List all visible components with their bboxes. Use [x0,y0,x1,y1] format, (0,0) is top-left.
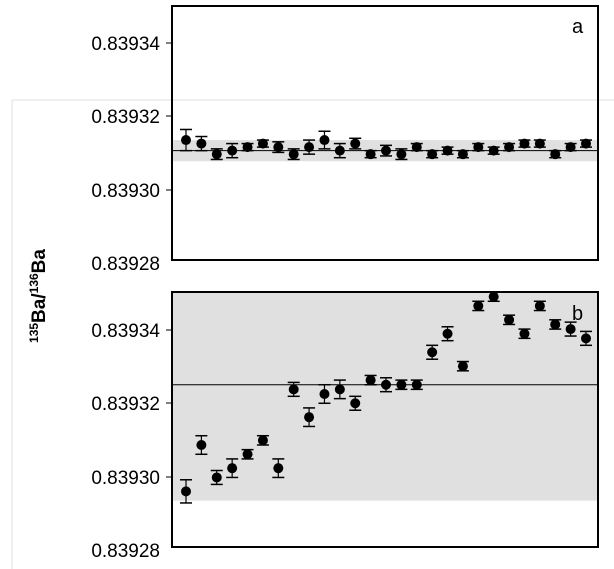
data-marker [504,142,514,152]
data-marker [366,375,376,385]
data-point [534,139,546,149]
data-marker [412,142,422,152]
data-marker [458,361,468,371]
data-marker [243,142,253,152]
data-marker [412,380,422,390]
data-point [442,146,454,156]
data-marker [181,135,191,145]
data-marker [304,142,314,152]
data-marker [273,463,283,473]
y-axis-label-sup2: 136 [27,273,41,293]
panel-b-ytick-label: 0.83928 [91,541,160,562]
data-marker [504,315,514,325]
data-marker [443,329,453,339]
panel-a-ytick-label: 0.83932 [91,107,160,128]
panel-a-ytick-label: 0.83934 [91,34,160,55]
panel-a: a 0.83934 0.83932 0.83930 0.83928 [91,6,598,275]
panel-b-ytick-label: 0.83932 [91,394,160,415]
data-point [365,149,377,159]
data-marker [227,463,237,473]
panel-b-label: b [572,303,583,325]
data-marker [289,149,299,159]
data-point [565,142,577,152]
data-marker [243,449,253,459]
data-marker [350,139,360,149]
data-point [457,149,469,159]
panel-a-frame [172,6,598,260]
data-point [549,149,561,159]
data-marker [396,149,406,159]
data-marker [550,319,560,329]
data-marker [212,149,222,159]
data-marker [566,142,576,152]
data-marker [227,146,237,156]
data-marker [196,139,206,149]
data-point [580,139,592,149]
y-axis-label-part2: Ba [29,249,50,274]
data-point [472,142,484,152]
panel-b-ytick-label: 0.83934 [91,321,160,342]
data-marker [273,142,283,152]
panel-a-ytick-label: 0.83928 [91,254,160,275]
data-marker [366,149,376,159]
data-point [518,139,530,149]
data-marker [212,472,222,482]
data-marker [581,333,591,343]
data-marker [535,301,545,311]
data-marker [196,440,206,450]
data-marker [566,324,576,334]
data-marker [319,135,329,145]
panel-b-ytick-label: 0.83930 [91,468,160,489]
data-marker [335,146,345,156]
data-marker [319,389,329,399]
data-marker [381,146,391,156]
panel-a-ytick-label: 0.83930 [91,181,160,202]
data-point [411,142,423,152]
data-marker [304,412,314,422]
data-marker [519,139,529,149]
data-marker [258,435,268,445]
data-point [503,142,515,152]
data-point [242,142,254,152]
data-marker [427,149,437,159]
data-marker [396,380,406,390]
data-point [257,139,269,149]
data-marker [427,347,437,357]
data-marker [550,149,560,159]
panel-b: b 0.83934 0.83932 0.83930 0.83928 [91,292,598,562]
data-marker [458,149,468,159]
data-point [426,149,438,159]
data-marker [258,139,268,149]
data-point [488,146,500,156]
data-marker [335,384,345,394]
data-marker [350,398,360,408]
y-axis-label: 135Ba/136Ba [27,249,50,343]
y-axis-label-sup1: 135 [27,323,41,343]
y-axis-label-part1: Ba/ [29,293,50,323]
panel-a-label: a [572,16,584,38]
data-marker [489,146,499,156]
data-marker [289,384,299,394]
data-marker [443,146,453,156]
data-marker [473,142,483,152]
data-marker [581,139,591,149]
data-marker [519,329,529,339]
data-marker [535,139,545,149]
data-marker [181,486,191,496]
data-marker [381,380,391,390]
data-marker [489,292,499,302]
data-marker [473,301,483,311]
